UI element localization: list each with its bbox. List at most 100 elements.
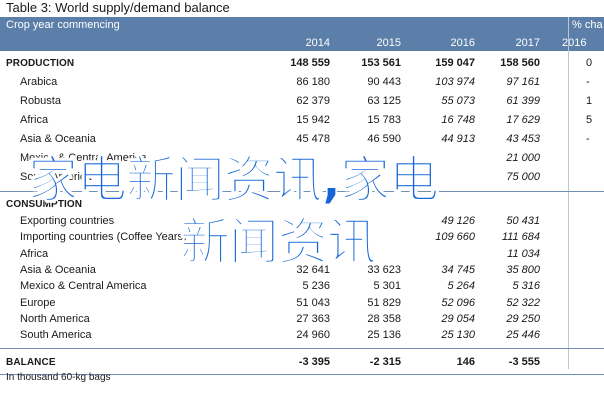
row-label: Importing countries (Coffee Years)	[20, 231, 187, 244]
cell-value: 61 399	[506, 95, 540, 107]
cell-value: 5 301	[373, 280, 401, 293]
cell-value: 52 322	[506, 296, 540, 309]
table-row: Arabica 86 180 90 443 103 974 97 161 -	[0, 74, 604, 91]
balance-row: BALANCE -3 395 -2 315 146 -3 555	[0, 354, 604, 371]
row-divider	[0, 374, 604, 376]
header-label: Crop year commencing	[6, 19, 120, 31]
table-row: Robusta 62 379 63 125 55 073 61 399 1	[0, 93, 604, 110]
pct-change-cell: 0	[586, 57, 593, 69]
cell-value: 25 136	[367, 329, 401, 342]
cell-value: 43 453	[506, 133, 540, 145]
cell-value: -3 395	[298, 356, 330, 369]
table-row: South America 24 960 25 136 25 130 25 446	[0, 327, 604, 344]
table-row: Importing countries (Coffee Years) 109 66…	[0, 229, 604, 246]
year-header: 2014	[305, 37, 330, 49]
section-row: CONSUMPTION	[0, 196, 604, 213]
cell-value: 52 096	[441, 296, 475, 309]
table-row: Africa 11 034	[0, 246, 604, 263]
cell-value: 159 047	[435, 57, 475, 69]
pct-change-cell: 5	[586, 114, 593, 126]
cell-value: 62 379	[296, 95, 330, 107]
row-label: South America	[20, 329, 92, 342]
cell-value: 45 478	[296, 133, 330, 145]
column-divider	[568, 17, 569, 369]
row-label: Africa	[20, 114, 49, 126]
row-label: CONSUMPTION	[6, 199, 83, 210]
cell-value: 25 130	[441, 329, 475, 342]
pct-change-cell: -	[586, 133, 590, 145]
cell-value: 103 974	[435, 76, 475, 88]
row-label: Europe	[20, 296, 56, 309]
cell-value: 15 942	[296, 114, 330, 126]
cell-value: 32 641	[296, 263, 330, 276]
row-label: Mexico & Central America	[20, 280, 147, 293]
cell-value: 111 684	[501, 231, 540, 244]
table-row: Africa 15 942 15 783 16 748 17 629 5	[0, 112, 604, 129]
cell-value: 46 590	[367, 133, 401, 145]
cell-value: 29 250	[506, 312, 540, 325]
cell-value: 16 748	[441, 114, 475, 126]
cell-value: 49 126	[441, 215, 475, 227]
table-row: Mexico & Central America 21 000	[0, 150, 604, 167]
cell-value: 109 660	[435, 231, 475, 244]
cell-value: 44 913	[441, 133, 475, 145]
cell-value: 34 745	[441, 263, 475, 276]
row-label: Mexico & Central America	[20, 152, 147, 164]
table-row: South America 75 000	[0, 169, 604, 186]
cell-value: 21 000	[506, 152, 540, 164]
cell-value: 35 800	[506, 263, 540, 276]
row-label: Asia & Oceania	[20, 133, 96, 145]
cell-value: 24 960	[296, 329, 330, 342]
cell-value: 158 560	[500, 57, 540, 69]
pct-change-cell: -	[586, 76, 590, 88]
row-label: Arabica	[20, 76, 58, 88]
cell-value: 153 561	[361, 57, 401, 69]
row-divider	[0, 191, 604, 192]
cell-value: 50 431	[506, 215, 540, 227]
table-row: Asia & Oceania 32 641 33 623 34 745 35 800	[0, 262, 604, 279]
row-label: South America	[20, 171, 92, 183]
cell-value: 146	[456, 356, 475, 369]
cell-value: -2 315	[369, 356, 401, 369]
cell-value: 15 783	[367, 114, 401, 126]
cell-value: 5 236	[302, 280, 330, 293]
row-label: Asia & Oceania	[20, 263, 96, 276]
cell-value: 28 358	[367, 312, 401, 325]
cell-value: 5 264	[447, 280, 475, 293]
table-row: Mexico & Central America 5 236 5 301 5 264 5…	[0, 278, 604, 295]
cell-value: 97 161	[506, 76, 540, 88]
cell-value: 75 000	[506, 171, 540, 183]
cell-value: 51 829	[367, 296, 401, 309]
cell-value: 25 446	[506, 329, 540, 342]
table-header: Crop year commencing % cha 2014 2015 201…	[0, 17, 604, 51]
table-row: North America 27 363 28 358 29 054 29 250	[0, 311, 604, 328]
header-pct-change: % cha	[572, 19, 603, 31]
table-footnote: In thousand 60-kg bags	[6, 372, 111, 383]
year-header: 2016	[450, 37, 475, 49]
cell-value: 90 443	[367, 76, 401, 88]
cell-value: 5 316	[512, 280, 540, 293]
cell-value: 51 043	[296, 296, 330, 309]
year-header: 2015	[376, 37, 401, 49]
section-row: PRODUCTION 148 559 153 561 159 047 158 560 0	[0, 55, 604, 72]
row-label: PRODUCTION	[6, 58, 75, 69]
cell-value: 55 073	[441, 95, 475, 107]
cell-value: 27 363	[296, 312, 330, 325]
row-label: Exporting countries	[20, 215, 115, 227]
row-label: Africa	[20, 247, 49, 260]
cell-value: 29 054	[441, 312, 475, 325]
pct-change-cell: 1	[586, 95, 593, 107]
row-divider	[0, 348, 604, 350]
cell-value: -3 555	[508, 356, 540, 369]
row-label: BALANCE	[6, 357, 56, 369]
table-row: Asia & Oceania 45 478 46 590 44 913 43 453 -	[0, 131, 604, 148]
cell-value: 86 180	[296, 76, 330, 88]
cell-value: 148 559	[290, 57, 330, 69]
row-label: Robusta	[20, 95, 61, 107]
cell-value: 11 034	[507, 247, 540, 260]
cell-value: 63 125	[367, 95, 401, 107]
year-header: 2017	[515, 37, 540, 49]
table-title: Table 3: World supply/demand balance	[6, 0, 230, 15]
cell-value: 17 629	[506, 114, 540, 126]
